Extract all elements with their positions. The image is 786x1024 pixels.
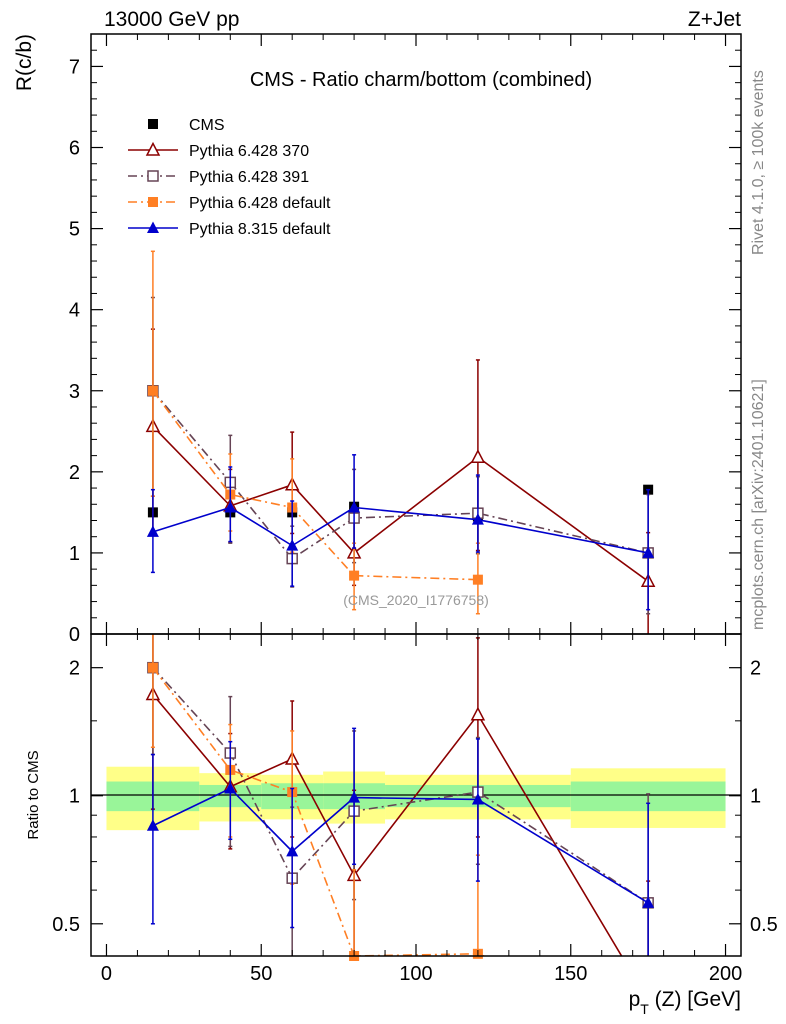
ratio-series-3-point-3 xyxy=(348,791,361,803)
main-series-3-point-3 xyxy=(349,570,360,581)
main-series-4-point-3 xyxy=(348,501,361,513)
main-series-4-point-4 xyxy=(471,513,484,525)
xtick-label-1: 50 xyxy=(250,963,272,985)
main-series-4-point-5 xyxy=(642,546,655,558)
legend-label-3: Pythia 6.428 default xyxy=(189,195,331,212)
process-label: Z+Jet xyxy=(688,8,741,31)
xtick-label-4: 200 xyxy=(709,963,742,985)
legend-label-0: CMS xyxy=(189,117,225,134)
main-ytick-label-6: 6 xyxy=(69,138,80,160)
ratio-series-1-line xyxy=(152,667,649,904)
xtick-label-0: 0 xyxy=(101,963,112,985)
ratio-series-3-point-1 xyxy=(224,781,237,794)
analysis-id: (CMS_2020_I1776758) xyxy=(343,592,489,608)
ratio-series-2-point-0 xyxy=(147,662,158,673)
main-series-4-line xyxy=(152,506,649,554)
legend-marker-1 xyxy=(145,141,161,156)
main-series-1-line xyxy=(152,425,649,582)
xtick-label-3: 150 xyxy=(554,963,587,985)
ratio-ytick-label-0: 0.5 xyxy=(52,914,80,936)
energy-label: 13000 GeV pp xyxy=(104,8,239,31)
side-label-bottom: mcplots.cern.ch [arXiv:2401.10621] xyxy=(750,379,767,630)
legend-marker-4 xyxy=(147,221,159,233)
main-ytick-label-2: 2 xyxy=(69,462,80,484)
ratio-series-3-point-4 xyxy=(471,792,484,805)
ratio-series-3-point-5 xyxy=(642,896,655,908)
main-ytick-label-0: 0 xyxy=(69,624,80,646)
y-axis-label: R(c/b) xyxy=(13,34,36,91)
main-series-4-point-1 xyxy=(224,501,237,513)
main-ytick-label-7: 7 xyxy=(69,56,80,78)
main-series-3-line xyxy=(152,390,478,581)
ratio-y-axis-label: Ratio to CMS xyxy=(25,750,42,839)
legend-label-4: Pythia 8.315 default xyxy=(189,221,331,238)
main-ytick-label-3: 3 xyxy=(69,381,80,403)
main-series-3-point-0 xyxy=(147,385,158,396)
legend-label-1: Pythia 6.428 370 xyxy=(189,143,309,160)
ratio-ytick-label-right-1: 1 xyxy=(750,786,761,808)
ratio-ytick-label-right-2: 2 xyxy=(750,658,761,680)
ratio-series-0-point-4 xyxy=(470,706,486,721)
main-ytick-label-5: 5 xyxy=(69,219,80,241)
main-series-4-point-2 xyxy=(286,539,299,551)
x-axis-label: pT (Z) [GeV] xyxy=(629,988,741,1017)
chart-title: CMS - Ratio charm/bottom (combined) xyxy=(250,69,592,91)
ratio-ytick-label-2: 2 xyxy=(69,658,80,680)
main-series-3-point-4 xyxy=(472,574,483,585)
main-series-2-line xyxy=(152,390,649,560)
main-series-4-point-0 xyxy=(146,525,159,537)
main-ytick-label-4: 4 xyxy=(69,300,80,322)
ratio-series-3-point-0 xyxy=(146,819,159,831)
legend-marker-3 xyxy=(148,197,158,207)
ratio-series-0-line xyxy=(152,693,623,956)
ratio-ytick-label-right-0: 0.5 xyxy=(750,914,778,936)
legend-marker-2 xyxy=(147,170,159,182)
ratio-ytick-label-1: 1 xyxy=(69,786,80,808)
legend-marker-0 xyxy=(148,119,158,129)
main-ytick-label-1: 1 xyxy=(69,543,80,565)
xtick-label-2: 100 xyxy=(399,963,432,985)
ratio-series-3-line xyxy=(152,787,649,904)
legend-label-2: Pythia 6.428 391 xyxy=(189,169,309,186)
side-label-top: Rivet 4.1.0, ≥ 100k events xyxy=(750,70,767,255)
ratio-series-3-point-2 xyxy=(286,844,299,857)
main-series-1-point-4 xyxy=(470,449,486,463)
